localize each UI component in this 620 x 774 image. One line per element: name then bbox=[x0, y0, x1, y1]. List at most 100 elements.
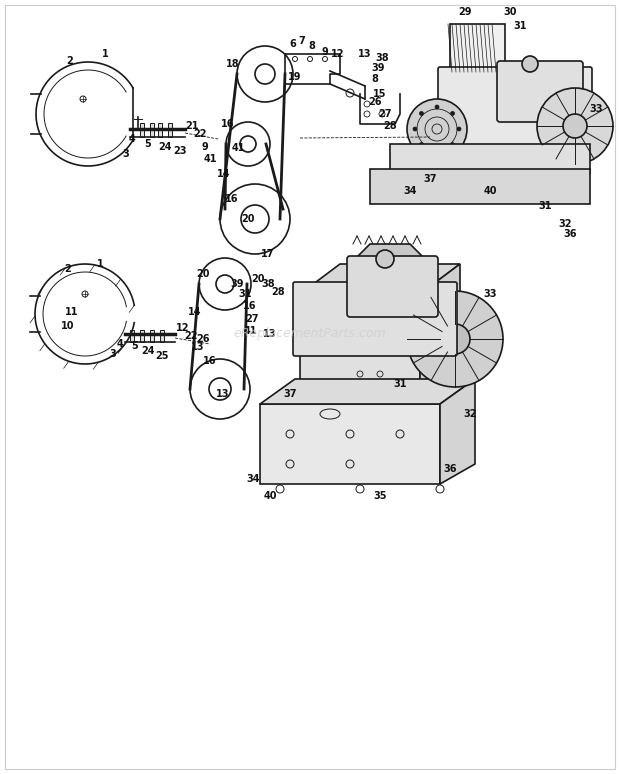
Text: 9: 9 bbox=[322, 47, 329, 57]
Polygon shape bbox=[420, 264, 460, 384]
Circle shape bbox=[420, 142, 423, 146]
Text: 39: 39 bbox=[230, 279, 244, 289]
Polygon shape bbox=[350, 244, 430, 264]
Bar bbox=[390, 144, 590, 174]
FancyBboxPatch shape bbox=[438, 67, 592, 151]
Text: 20: 20 bbox=[241, 214, 255, 224]
Bar bbox=[168, 123, 172, 137]
Circle shape bbox=[537, 88, 613, 164]
Text: 8: 8 bbox=[309, 41, 316, 51]
Bar bbox=[130, 330, 134, 342]
Circle shape bbox=[451, 142, 454, 146]
Text: 16: 16 bbox=[221, 119, 235, 129]
Circle shape bbox=[451, 111, 454, 115]
Text: 4: 4 bbox=[128, 134, 135, 144]
Text: 1: 1 bbox=[97, 259, 104, 269]
Circle shape bbox=[407, 291, 503, 387]
Text: 27: 27 bbox=[246, 314, 259, 324]
Text: 13: 13 bbox=[358, 49, 372, 59]
Text: 36: 36 bbox=[563, 229, 577, 239]
Text: 5: 5 bbox=[144, 139, 151, 149]
FancyBboxPatch shape bbox=[347, 256, 438, 317]
Text: 34: 34 bbox=[403, 186, 417, 196]
Text: 31: 31 bbox=[513, 21, 527, 31]
Text: 31: 31 bbox=[238, 289, 252, 299]
Bar bbox=[370, 169, 590, 204]
Text: 30: 30 bbox=[503, 7, 516, 17]
Text: 19: 19 bbox=[288, 72, 302, 82]
Text: 23: 23 bbox=[173, 146, 187, 156]
Bar bbox=[260, 404, 440, 484]
Text: 32: 32 bbox=[463, 409, 477, 419]
Text: 37: 37 bbox=[423, 174, 436, 184]
Text: 25: 25 bbox=[155, 351, 169, 361]
Text: 33: 33 bbox=[483, 289, 497, 299]
FancyBboxPatch shape bbox=[497, 61, 583, 122]
Text: 13: 13 bbox=[264, 329, 277, 339]
Text: 41: 41 bbox=[203, 154, 217, 164]
Polygon shape bbox=[300, 264, 460, 294]
Text: 28: 28 bbox=[271, 287, 285, 297]
Text: 13: 13 bbox=[191, 342, 205, 352]
Text: 20: 20 bbox=[251, 274, 265, 284]
Text: 35: 35 bbox=[373, 491, 387, 501]
Circle shape bbox=[522, 56, 538, 72]
Text: 32: 32 bbox=[558, 219, 572, 229]
FancyBboxPatch shape bbox=[293, 282, 457, 356]
Text: 2: 2 bbox=[64, 264, 71, 274]
Text: 8: 8 bbox=[371, 74, 378, 84]
Text: 33: 33 bbox=[589, 104, 603, 114]
Bar bbox=[140, 123, 144, 137]
Text: 38: 38 bbox=[375, 53, 389, 63]
Text: 28: 28 bbox=[383, 121, 397, 131]
Circle shape bbox=[420, 111, 423, 115]
Bar bbox=[140, 330, 144, 342]
Text: 13: 13 bbox=[216, 389, 230, 399]
Text: 10: 10 bbox=[61, 321, 75, 331]
Text: 27: 27 bbox=[378, 109, 392, 119]
Text: 17: 17 bbox=[261, 249, 275, 259]
Circle shape bbox=[440, 324, 470, 354]
Circle shape bbox=[563, 114, 587, 138]
Bar bbox=[160, 330, 164, 342]
Text: 16: 16 bbox=[243, 301, 257, 311]
Text: 2: 2 bbox=[66, 56, 73, 66]
Text: 11: 11 bbox=[65, 307, 79, 317]
Text: 1: 1 bbox=[102, 49, 108, 59]
Text: 40: 40 bbox=[264, 491, 277, 501]
Text: 22: 22 bbox=[184, 331, 198, 341]
Text: 7: 7 bbox=[299, 36, 306, 46]
Polygon shape bbox=[260, 379, 475, 404]
Text: 40: 40 bbox=[483, 186, 497, 196]
Circle shape bbox=[435, 149, 439, 153]
Text: 9: 9 bbox=[202, 142, 208, 152]
Text: 6: 6 bbox=[290, 39, 296, 49]
Text: 12: 12 bbox=[176, 323, 190, 333]
Polygon shape bbox=[440, 379, 475, 484]
Bar bbox=[300, 294, 420, 384]
Text: 31: 31 bbox=[538, 201, 552, 211]
Text: 20: 20 bbox=[197, 269, 210, 279]
Text: 14: 14 bbox=[188, 307, 202, 317]
Bar bbox=[150, 330, 154, 342]
Text: 41: 41 bbox=[231, 143, 245, 153]
Text: 29: 29 bbox=[458, 7, 472, 17]
Text: 5: 5 bbox=[131, 341, 138, 351]
Text: 26: 26 bbox=[197, 334, 210, 344]
Circle shape bbox=[407, 99, 467, 159]
Circle shape bbox=[435, 105, 439, 109]
Text: 31: 31 bbox=[393, 379, 407, 389]
Text: eReplacementParts.com: eReplacementParts.com bbox=[234, 327, 386, 341]
Text: 38: 38 bbox=[261, 279, 275, 289]
Text: 24: 24 bbox=[158, 142, 172, 152]
Text: 36: 36 bbox=[443, 464, 457, 474]
Circle shape bbox=[457, 127, 461, 131]
Text: 4: 4 bbox=[117, 339, 123, 349]
Text: 3: 3 bbox=[123, 149, 130, 159]
Text: 18: 18 bbox=[226, 59, 240, 69]
Text: 26: 26 bbox=[368, 97, 382, 107]
Circle shape bbox=[376, 250, 394, 268]
Bar bbox=[158, 123, 162, 137]
Text: 14: 14 bbox=[217, 169, 231, 179]
Text: 22: 22 bbox=[193, 129, 206, 139]
